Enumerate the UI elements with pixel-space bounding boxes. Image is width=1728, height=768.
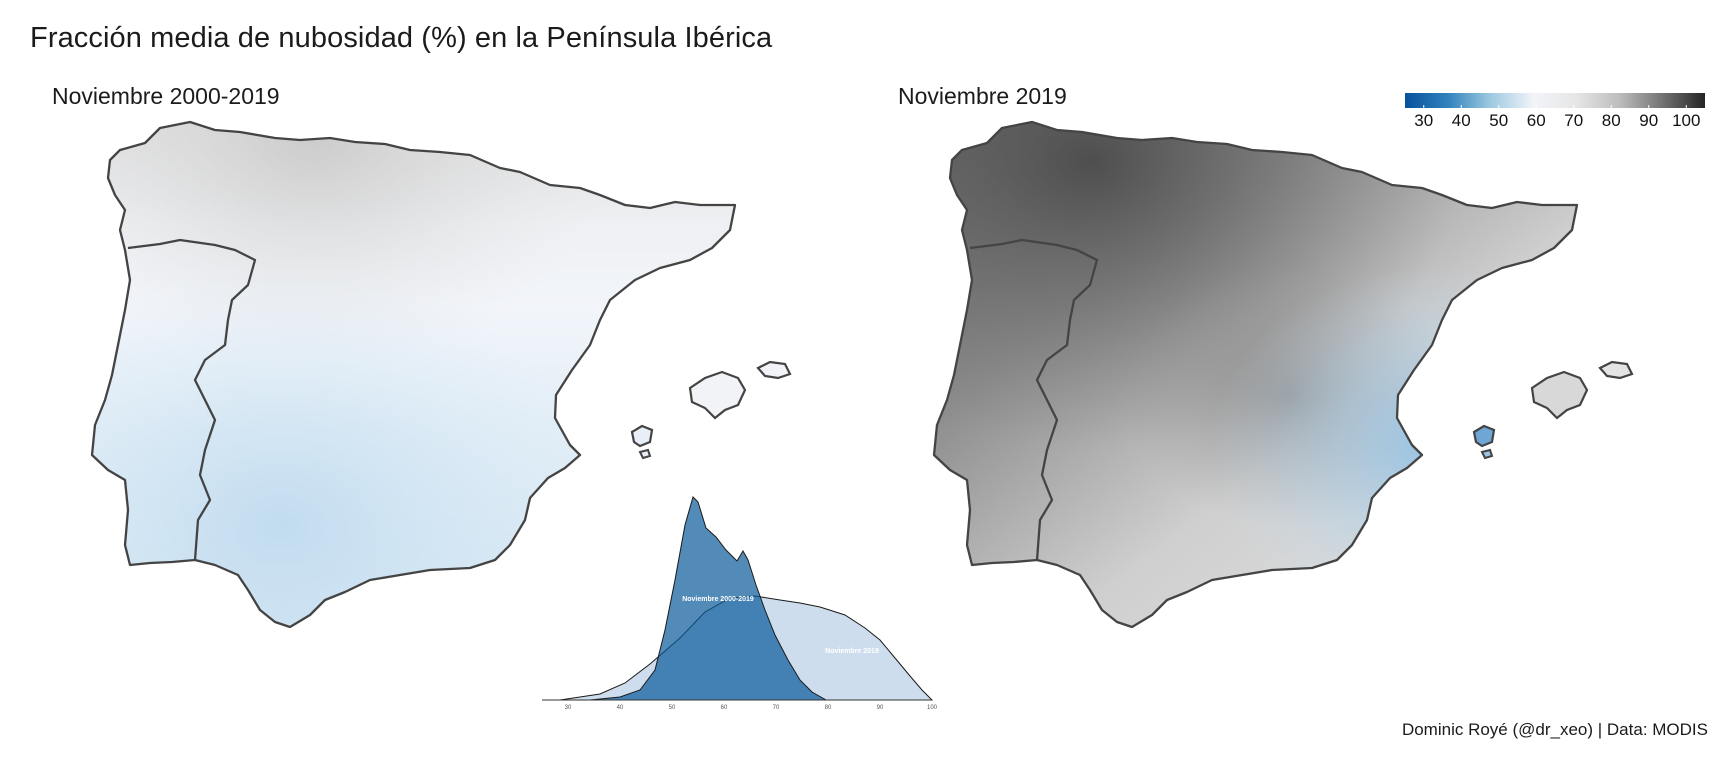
density-tick-label: 40 bbox=[617, 705, 624, 711]
panel-title-2019: Noviembre 2019 bbox=[898, 83, 1067, 109]
colorbar-tick-label: 50 bbox=[1489, 111, 1508, 130]
colorbar-legend: 30 40 50 60 70 80 90 100 bbox=[1405, 93, 1705, 130]
ridge-label-average: Noviembre 2000-2019 bbox=[682, 596, 754, 603]
credit-text: Dominic Royé (@dr_xeo) | Data: MODIS bbox=[1401, 720, 1708, 739]
density-series-average bbox=[589, 496, 828, 701]
density-tick-label: 80 bbox=[825, 705, 832, 711]
colorbar-tick-label: 30 bbox=[1414, 111, 1433, 130]
colorbar-tick-label: 60 bbox=[1527, 111, 1546, 130]
colorbar-tick-label: 40 bbox=[1452, 111, 1471, 130]
colorbar-tick-label: 100 bbox=[1672, 111, 1700, 130]
density-tick-label: 90 bbox=[877, 705, 884, 711]
colorbar-tick-label: 80 bbox=[1602, 111, 1621, 130]
density-chart: Noviembre 2000-2019 Noviembre 2019 30 40 5… bbox=[542, 496, 938, 711]
ridge-label-2019: Noviembre 2019 bbox=[825, 648, 879, 655]
colorbar-gradient bbox=[1405, 93, 1705, 108]
map-2019 bbox=[932, 120, 1634, 629]
density-tick-label: 60 bbox=[721, 705, 728, 711]
density-tick-label: 100 bbox=[927, 705, 938, 711]
colorbar-tick-label: 70 bbox=[1564, 111, 1583, 130]
density-tick-label: 70 bbox=[773, 705, 780, 711]
panel-title-average: Noviembre 2000-2019 bbox=[52, 83, 280, 109]
density-tick-label: 30 bbox=[565, 705, 572, 711]
colorbar-tick-label: 90 bbox=[1639, 111, 1658, 130]
density-tick-label: 50 bbox=[669, 705, 676, 711]
figure-title: Fracción media de nubosidad (%) en la Pe… bbox=[30, 22, 773, 54]
